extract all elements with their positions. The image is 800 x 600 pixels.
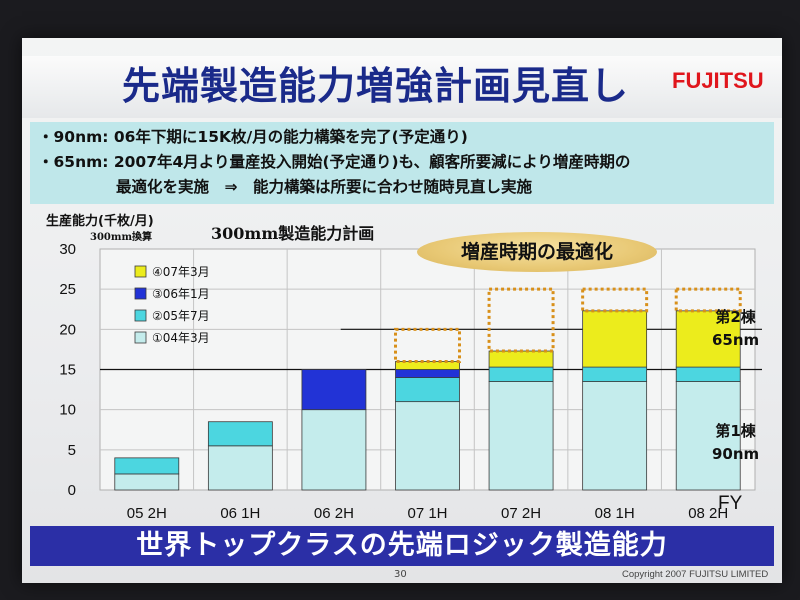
bar-07-1H-s2	[395, 377, 460, 403]
bullet-65nm-cont-text: 最適化を実施 ⇒ 能力構築は所要に合わせ随時見直し実施	[116, 178, 532, 196]
slide-title: 先端製造能力増強計画見直し	[122, 64, 630, 108]
y-axis-label: 生産能力(千枚/月)	[46, 214, 154, 229]
planned-capacity-08-1H	[581, 287, 649, 313]
legend-label: ④07年3月	[152, 265, 210, 279]
x-tick-label: 08 1H	[595, 505, 635, 522]
bullet-65nm: ・65nm: 2007年4月より量産投入開始(予定通り)も、顧客所要減により増産…	[38, 153, 631, 171]
legend-label: ①04年3月	[152, 331, 210, 345]
bottom-banner: 世界トップクラスの先端ロジック製造能力	[30, 526, 774, 566]
y-tick-label: 30	[59, 241, 76, 258]
bar-07-2H-s1	[488, 381, 554, 491]
x-tick-label: 07 2H	[501, 505, 541, 522]
capacity-chart: 0 5 10 15 20 25 30 05 2H 06 1H 06 2H 07 1H 07 2H 08 …	[59, 241, 762, 522]
bar-08-1H-s4	[582, 310, 648, 368]
building2-node: 65nm	[712, 331, 760, 349]
bar-05-2H-s1	[114, 473, 180, 491]
copyright-text: Copyright 2007 FUJITSU LIMITED	[622, 569, 769, 580]
y-tick-label: 20	[59, 321, 76, 338]
building1-label: 第1棟 90nm	[712, 420, 759, 463]
bar-08-1H-s2	[582, 366, 648, 382]
y-tick-label: 10	[59, 402, 76, 419]
bar-06-1H-s2	[207, 421, 273, 447]
legend-swatch	[134, 287, 147, 300]
bullet-65nm-cont: 最適化を実施 ⇒ 能力構築は所要に合わせ随時見直し実施	[38, 175, 766, 200]
x-tick-label: 08 2H	[688, 505, 728, 522]
y-tick-label: 0	[68, 482, 76, 499]
bar-07-2H-s2	[488, 366, 554, 382]
planned-capacity-07-1H	[394, 327, 461, 363]
building2-label: 第2棟 65nm	[712, 306, 759, 349]
fujitsu-logo: FUJITSU	[672, 68, 764, 93]
bar-07-1H-s1	[395, 401, 460, 491]
legend-label: ③06年1月	[152, 287, 210, 301]
x-tick-label: 06 1H	[220, 505, 260, 522]
legend-swatch	[134, 309, 147, 322]
building2-name: 第2棟	[715, 308, 756, 326]
x-tick-label: 07 1H	[407, 505, 447, 522]
x-axis-label: FY	[718, 493, 743, 514]
y-tick-label: 5	[68, 442, 76, 459]
legend-label: ②05年7月	[152, 309, 210, 323]
chart-title: 300mm製造能力計画	[211, 224, 375, 243]
bar-07-1H-s3	[395, 369, 460, 378]
planned-capacity-08-2H	[674, 287, 742, 313]
bar-08-2H-s4	[675, 310, 741, 368]
bar-06-2H-s1	[301, 409, 367, 491]
slide: 先端製造能力増強計画見直し FUJITSU ・90nm: 06年下期に15K枚/…	[22, 38, 782, 583]
planned-capacity-07-2H	[487, 287, 555, 353]
title-band	[22, 56, 782, 118]
building1-node: 90nm	[712, 445, 760, 463]
bar-08-2H-s2	[675, 366, 741, 382]
bar-06-2H-s3	[301, 369, 367, 411]
y-axis-sublabel: 300mm換算	[90, 232, 153, 243]
x-tick-label: 05 2H	[127, 505, 167, 522]
bar-08-1H-s1	[582, 381, 648, 491]
bar-06-1H-s1	[207, 445, 273, 491]
page-number: 30	[394, 569, 407, 580]
y-tick-label: 25	[59, 281, 76, 298]
legend-swatch	[134, 331, 147, 344]
bar-07-2H-s4	[488, 350, 554, 368]
bar-08-2H-s1	[675, 381, 741, 491]
bar-05-2H-s2	[114, 457, 180, 475]
optimization-callout: 増産時期の最適化	[417, 232, 657, 272]
y-tick-label: 15	[59, 362, 76, 379]
building1-name: 第1棟	[715, 422, 756, 440]
x-tick-label: 06 2H	[314, 505, 354, 522]
legend-swatch	[134, 265, 147, 278]
bullet-90nm: ・90nm: 06年下期に15K枚/月の能力構築を完了(予定通り)	[38, 128, 468, 146]
bullet-box: ・90nm: 06年下期に15K枚/月の能力構築を完了(予定通り) ・65nm:…	[30, 122, 774, 204]
